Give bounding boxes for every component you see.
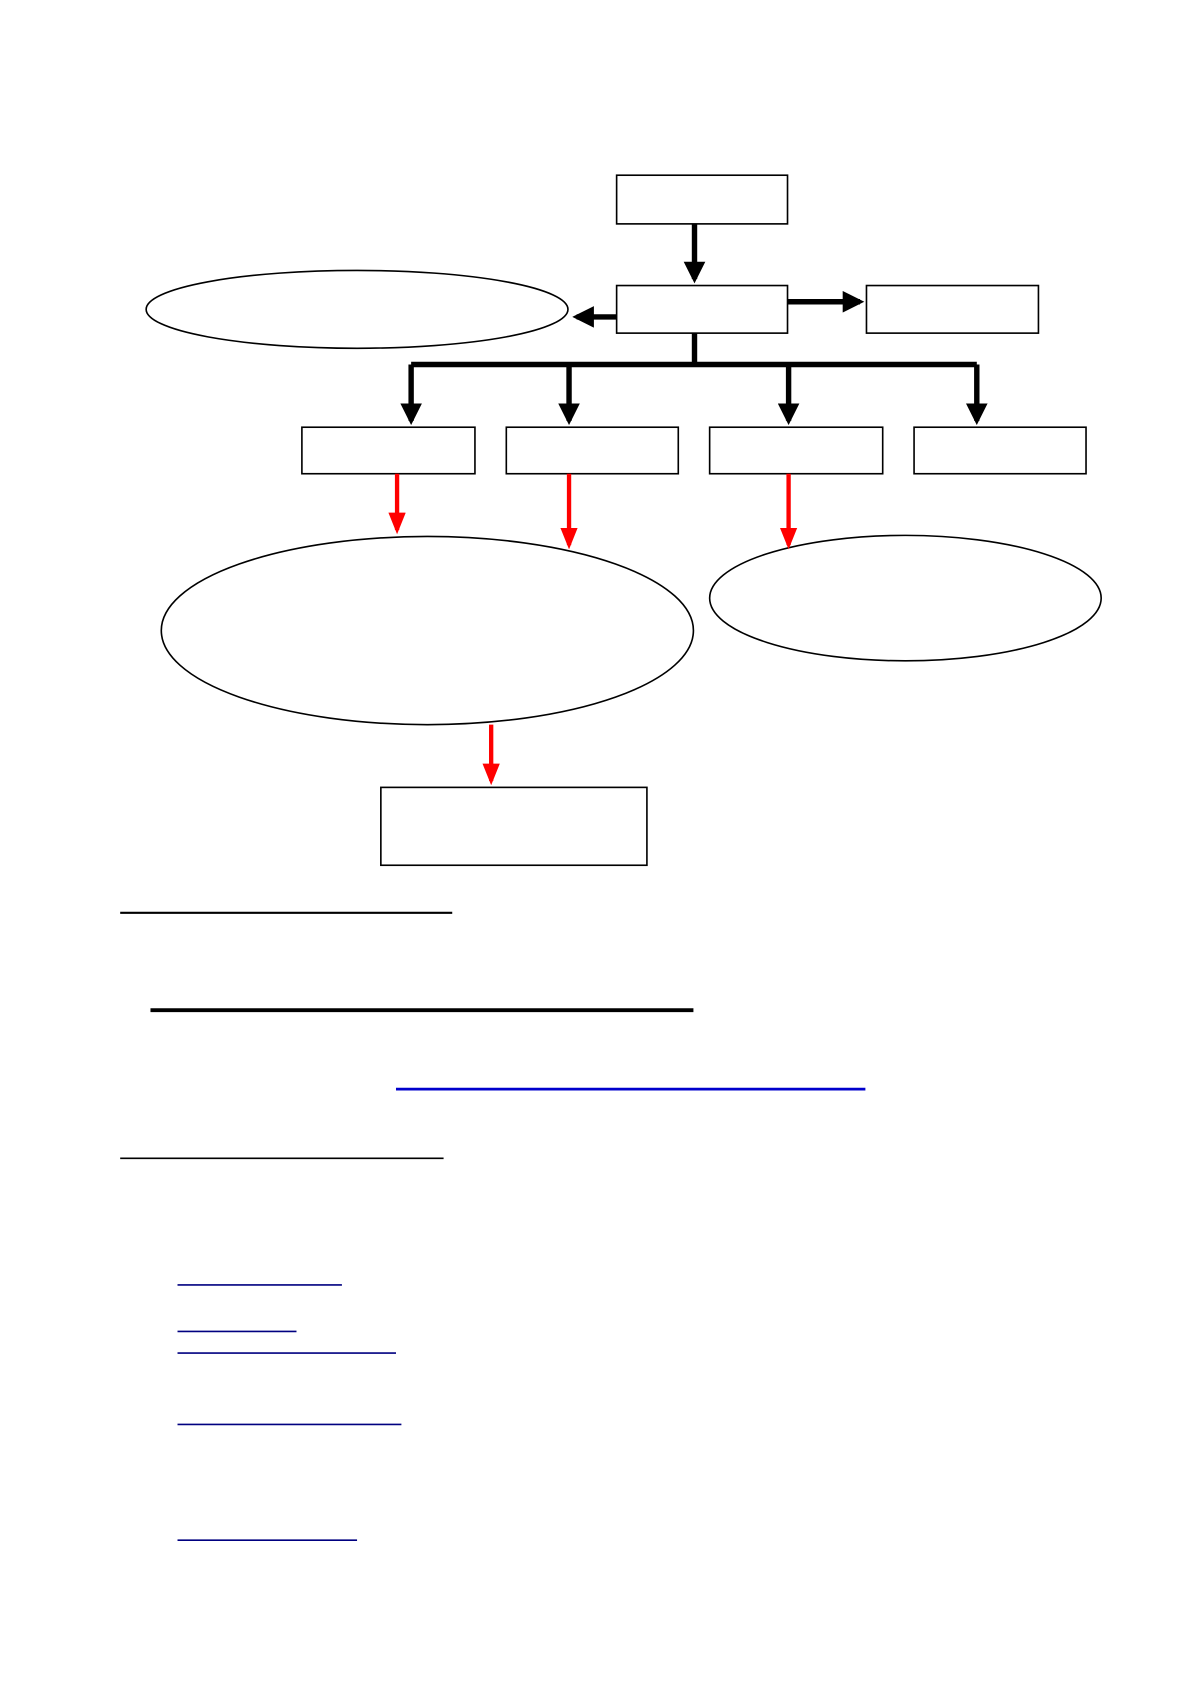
node-child-2 (505, 426, 680, 475)
node-bottom (380, 786, 648, 867)
node-right (865, 284, 1040, 334)
node-center (615, 284, 789, 334)
node-child-1 (301, 426, 476, 475)
node-top (615, 174, 789, 225)
node-left-oval (145, 269, 569, 350)
node-child-3 (708, 426, 884, 475)
node-child-4 (913, 426, 1087, 475)
node-big-oval (160, 535, 695, 726)
node-right-oval (708, 534, 1102, 662)
